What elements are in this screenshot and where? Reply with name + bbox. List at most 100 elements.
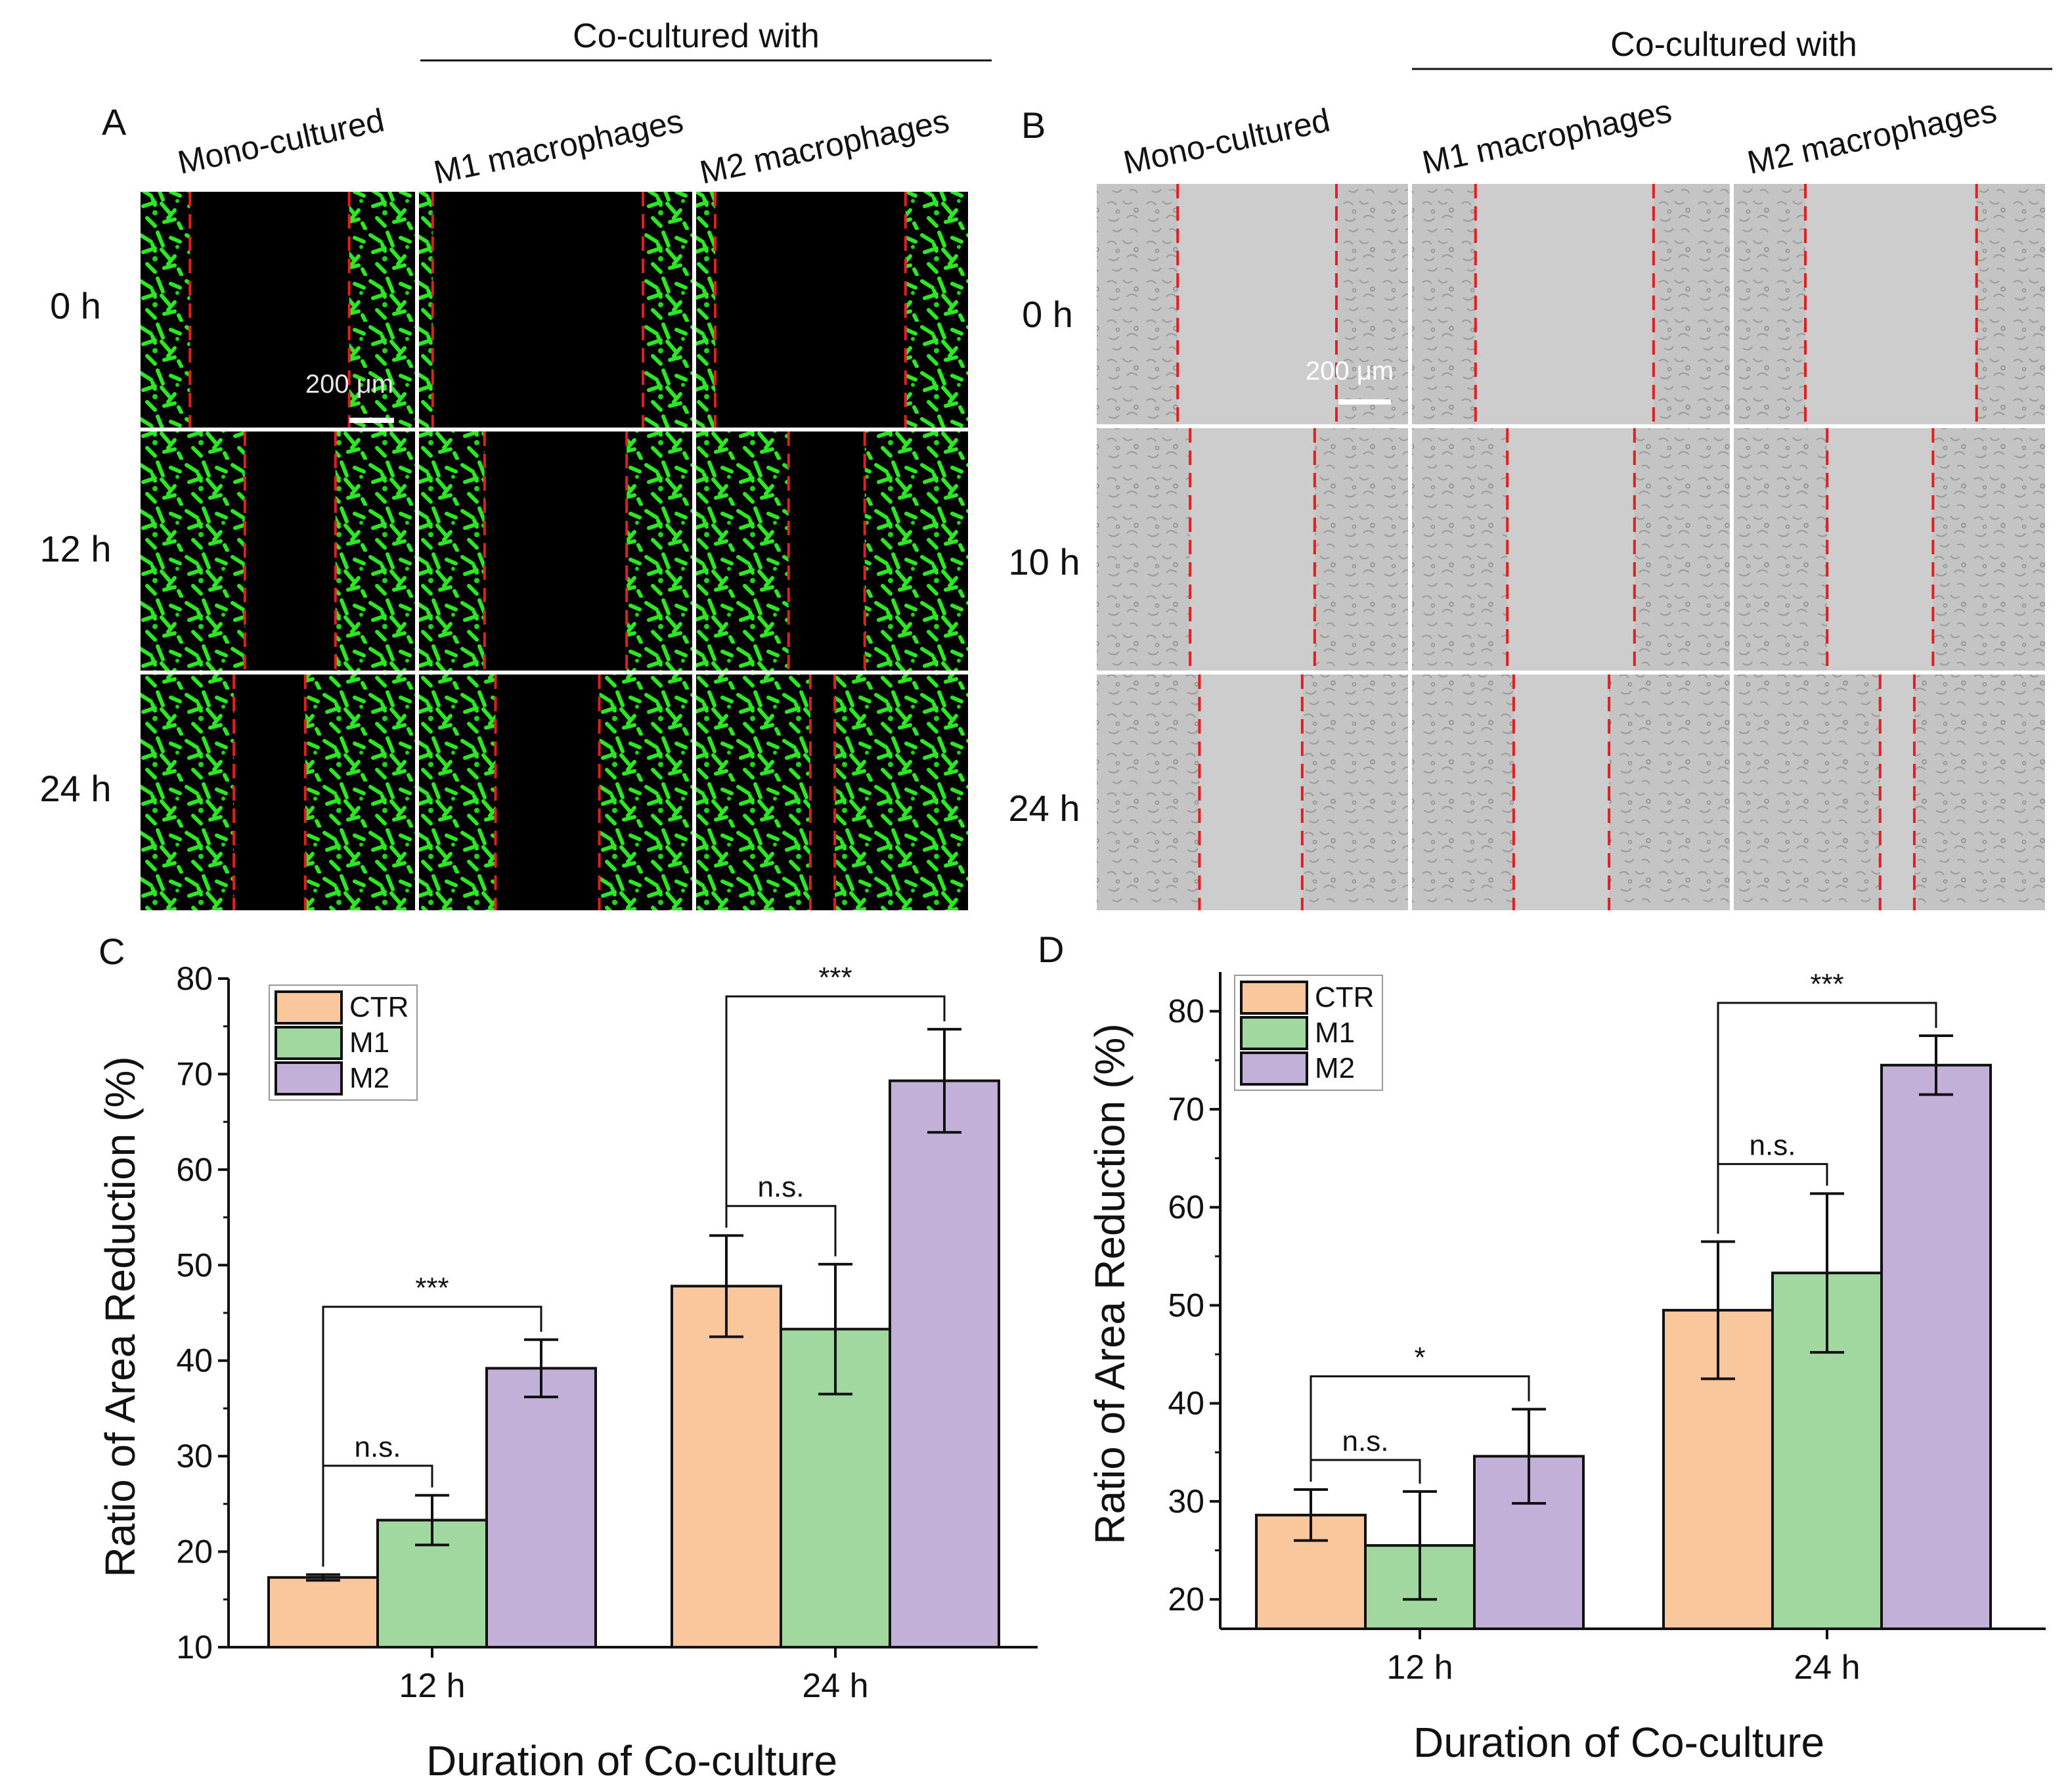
bar-ctr bbox=[671, 1285, 782, 1648]
y-tick-label: 70 bbox=[1168, 1091, 1204, 1128]
y-tick-label: 40 bbox=[1168, 1385, 1204, 1422]
panel-b-row-label: 0 h bbox=[1022, 294, 1073, 335]
legend-label: CTR bbox=[349, 991, 408, 1023]
panel-d-xlabel: Duration of Co-culture bbox=[1413, 1719, 1824, 1766]
wound-gap-region bbox=[1199, 674, 1302, 910]
panel-a-letter: A bbox=[102, 101, 127, 143]
significance-label: n.s. bbox=[1750, 1129, 1796, 1161]
bar-m2 bbox=[1880, 1063, 1992, 1630]
x-tick-label: 24 h bbox=[802, 1667, 868, 1705]
wound-gap-region bbox=[190, 192, 349, 428]
wound-gap-region bbox=[432, 192, 644, 428]
panel-a-image-grid bbox=[141, 192, 968, 910]
significance-label: n.s. bbox=[1342, 1425, 1389, 1457]
panel-b-image-grid bbox=[1097, 184, 2045, 910]
wound-gap-region bbox=[788, 431, 865, 671]
legend-swatch-ctr bbox=[275, 990, 343, 1025]
y-tick-label: 70 bbox=[176, 1055, 213, 1092]
legend-swatch-m1 bbox=[1240, 1016, 1308, 1050]
wound-gap-region bbox=[1805, 184, 1977, 424]
panel-d-plot: 20 30 40 50 60 70 80 12 h 24 h n.s. * n.s. *** CTR M1M… bbox=[1168, 968, 2046, 1687]
y-tick-label: 30 bbox=[176, 1438, 213, 1474]
y-tick-label: 30 bbox=[1168, 1483, 1204, 1520]
panel-a-scale-bar: 200 μm bbox=[305, 370, 394, 423]
legend-swatch-m2 bbox=[275, 1061, 343, 1095]
y-tick-label: 10 bbox=[176, 1629, 213, 1666]
y-tick-label: 60 bbox=[176, 1151, 213, 1188]
wound-gap-region bbox=[1507, 428, 1635, 671]
panel-b-row-label: 24 h bbox=[1009, 787, 1080, 829]
wound-gap-region bbox=[234, 674, 305, 910]
panel-a-row-label: 12 h bbox=[40, 528, 112, 569]
y-tick-label: 50 bbox=[176, 1247, 213, 1283]
panel-c-chart: C 10 20 30 40 50 60 70 80 12 h 24 h n.s. *** n.s. ***… bbox=[97, 931, 1038, 1784]
wound-gap-region bbox=[495, 674, 600, 910]
y-tick-label: 80 bbox=[1168, 993, 1204, 1030]
wound-gap-region bbox=[1827, 428, 1933, 671]
legend-swatch-m1 bbox=[275, 1026, 343, 1060]
significance-label: *** bbox=[1810, 968, 1843, 1000]
significance-bracket bbox=[1717, 1162, 1828, 1234]
significance-bracket bbox=[322, 1306, 542, 1567]
bar-ctr bbox=[267, 1576, 379, 1649]
legend-swatch-ctr bbox=[1240, 981, 1308, 1015]
panel-b-group-header: Co-cultured with bbox=[1610, 26, 1857, 64]
panel-b-scale-bar: 200 μm bbox=[1306, 357, 1394, 405]
significance-bracket bbox=[1310, 1459, 1421, 1484]
legend-label: M1 bbox=[349, 1027, 389, 1059]
wound-gap-region bbox=[484, 431, 627, 671]
wound-gap-region bbox=[244, 431, 336, 671]
bar-m2 bbox=[889, 1079, 1000, 1648]
y-tick-label: 50 bbox=[1168, 1287, 1204, 1323]
panel-d-ylabel: Ratio of Area Reduction (%) bbox=[1086, 1023, 1134, 1544]
y-tick-label: 20 bbox=[1168, 1581, 1204, 1618]
panel-b-col-label: M1 macrophages bbox=[1419, 93, 1675, 181]
significance-bracket bbox=[1310, 1375, 1530, 1482]
panel-a-col-label: M1 macrophages bbox=[431, 102, 687, 191]
panel-c-letter: C bbox=[99, 931, 125, 972]
legend-label: M2 bbox=[1315, 1052, 1355, 1084]
panel-b-letter: B bbox=[1021, 104, 1046, 146]
legend-swatch-m2 bbox=[1240, 1051, 1308, 1086]
wound-gap-region bbox=[1190, 428, 1315, 671]
panel-c-plot: 10 20 30 40 50 60 70 80 12 h 24 h n.s. *** n.s. *** CT… bbox=[176, 960, 1038, 1705]
panel-b-col-label: M2 macrophages bbox=[1744, 93, 2000, 181]
y-tick-label: 20 bbox=[176, 1534, 213, 1570]
significance-label: n.s. bbox=[355, 1431, 401, 1463]
panel-a-scale-label: 200 μm bbox=[305, 370, 393, 399]
panel-c-ylabel: Ratio of Area Reduction (%) bbox=[97, 1056, 144, 1577]
significance-label: *** bbox=[818, 962, 852, 994]
x-tick-label: 12 h bbox=[399, 1667, 465, 1705]
significance-bracket bbox=[725, 995, 946, 1228]
wound-gap-region bbox=[1178, 184, 1336, 424]
panel-a-group-header: Co-cultured with bbox=[573, 17, 820, 55]
wound-gap-region bbox=[810, 674, 835, 910]
x-tick-label: 12 h bbox=[1386, 1648, 1453, 1687]
wound-gap-region bbox=[1513, 674, 1610, 910]
significance-bracket bbox=[725, 1205, 837, 1256]
panel-d-letter: D bbox=[1038, 929, 1064, 970]
panel-b-scale-label: 200 μm bbox=[1306, 357, 1394, 386]
wound-gap-region bbox=[1880, 674, 1914, 910]
legend-label: M2 bbox=[349, 1062, 389, 1094]
panel-a-col-label: M2 macrophages bbox=[697, 102, 953, 191]
legend-label: M1 bbox=[1315, 1017, 1355, 1049]
significance-label: * bbox=[1414, 1342, 1425, 1374]
panel-b-row-label: 10 h bbox=[1009, 541, 1080, 583]
bar-m2 bbox=[485, 1367, 597, 1649]
panel-d-chart: D 20 30 40 50 60 70 80 12 h 24 h n.s. * n.s. *** CTR M… bbox=[1038, 929, 2046, 1766]
panel-c-xlabel: Duration of Co-culture bbox=[426, 1737, 837, 1784]
bar-m2 bbox=[1473, 1455, 1585, 1631]
panel-a-row-label: 0 h bbox=[50, 285, 101, 326]
panel-a-col-label: Mono-cultured bbox=[175, 102, 387, 181]
x-tick-label: 24 h bbox=[1794, 1648, 1860, 1687]
legend-label: CTR bbox=[1315, 981, 1374, 1013]
y-tick-label: 60 bbox=[1168, 1189, 1204, 1226]
y-tick-label: 40 bbox=[176, 1342, 213, 1379]
significance-label: *** bbox=[415, 1272, 449, 1304]
wound-gap-region bbox=[1475, 184, 1654, 424]
significance-bracket bbox=[1717, 1002, 1937, 1234]
